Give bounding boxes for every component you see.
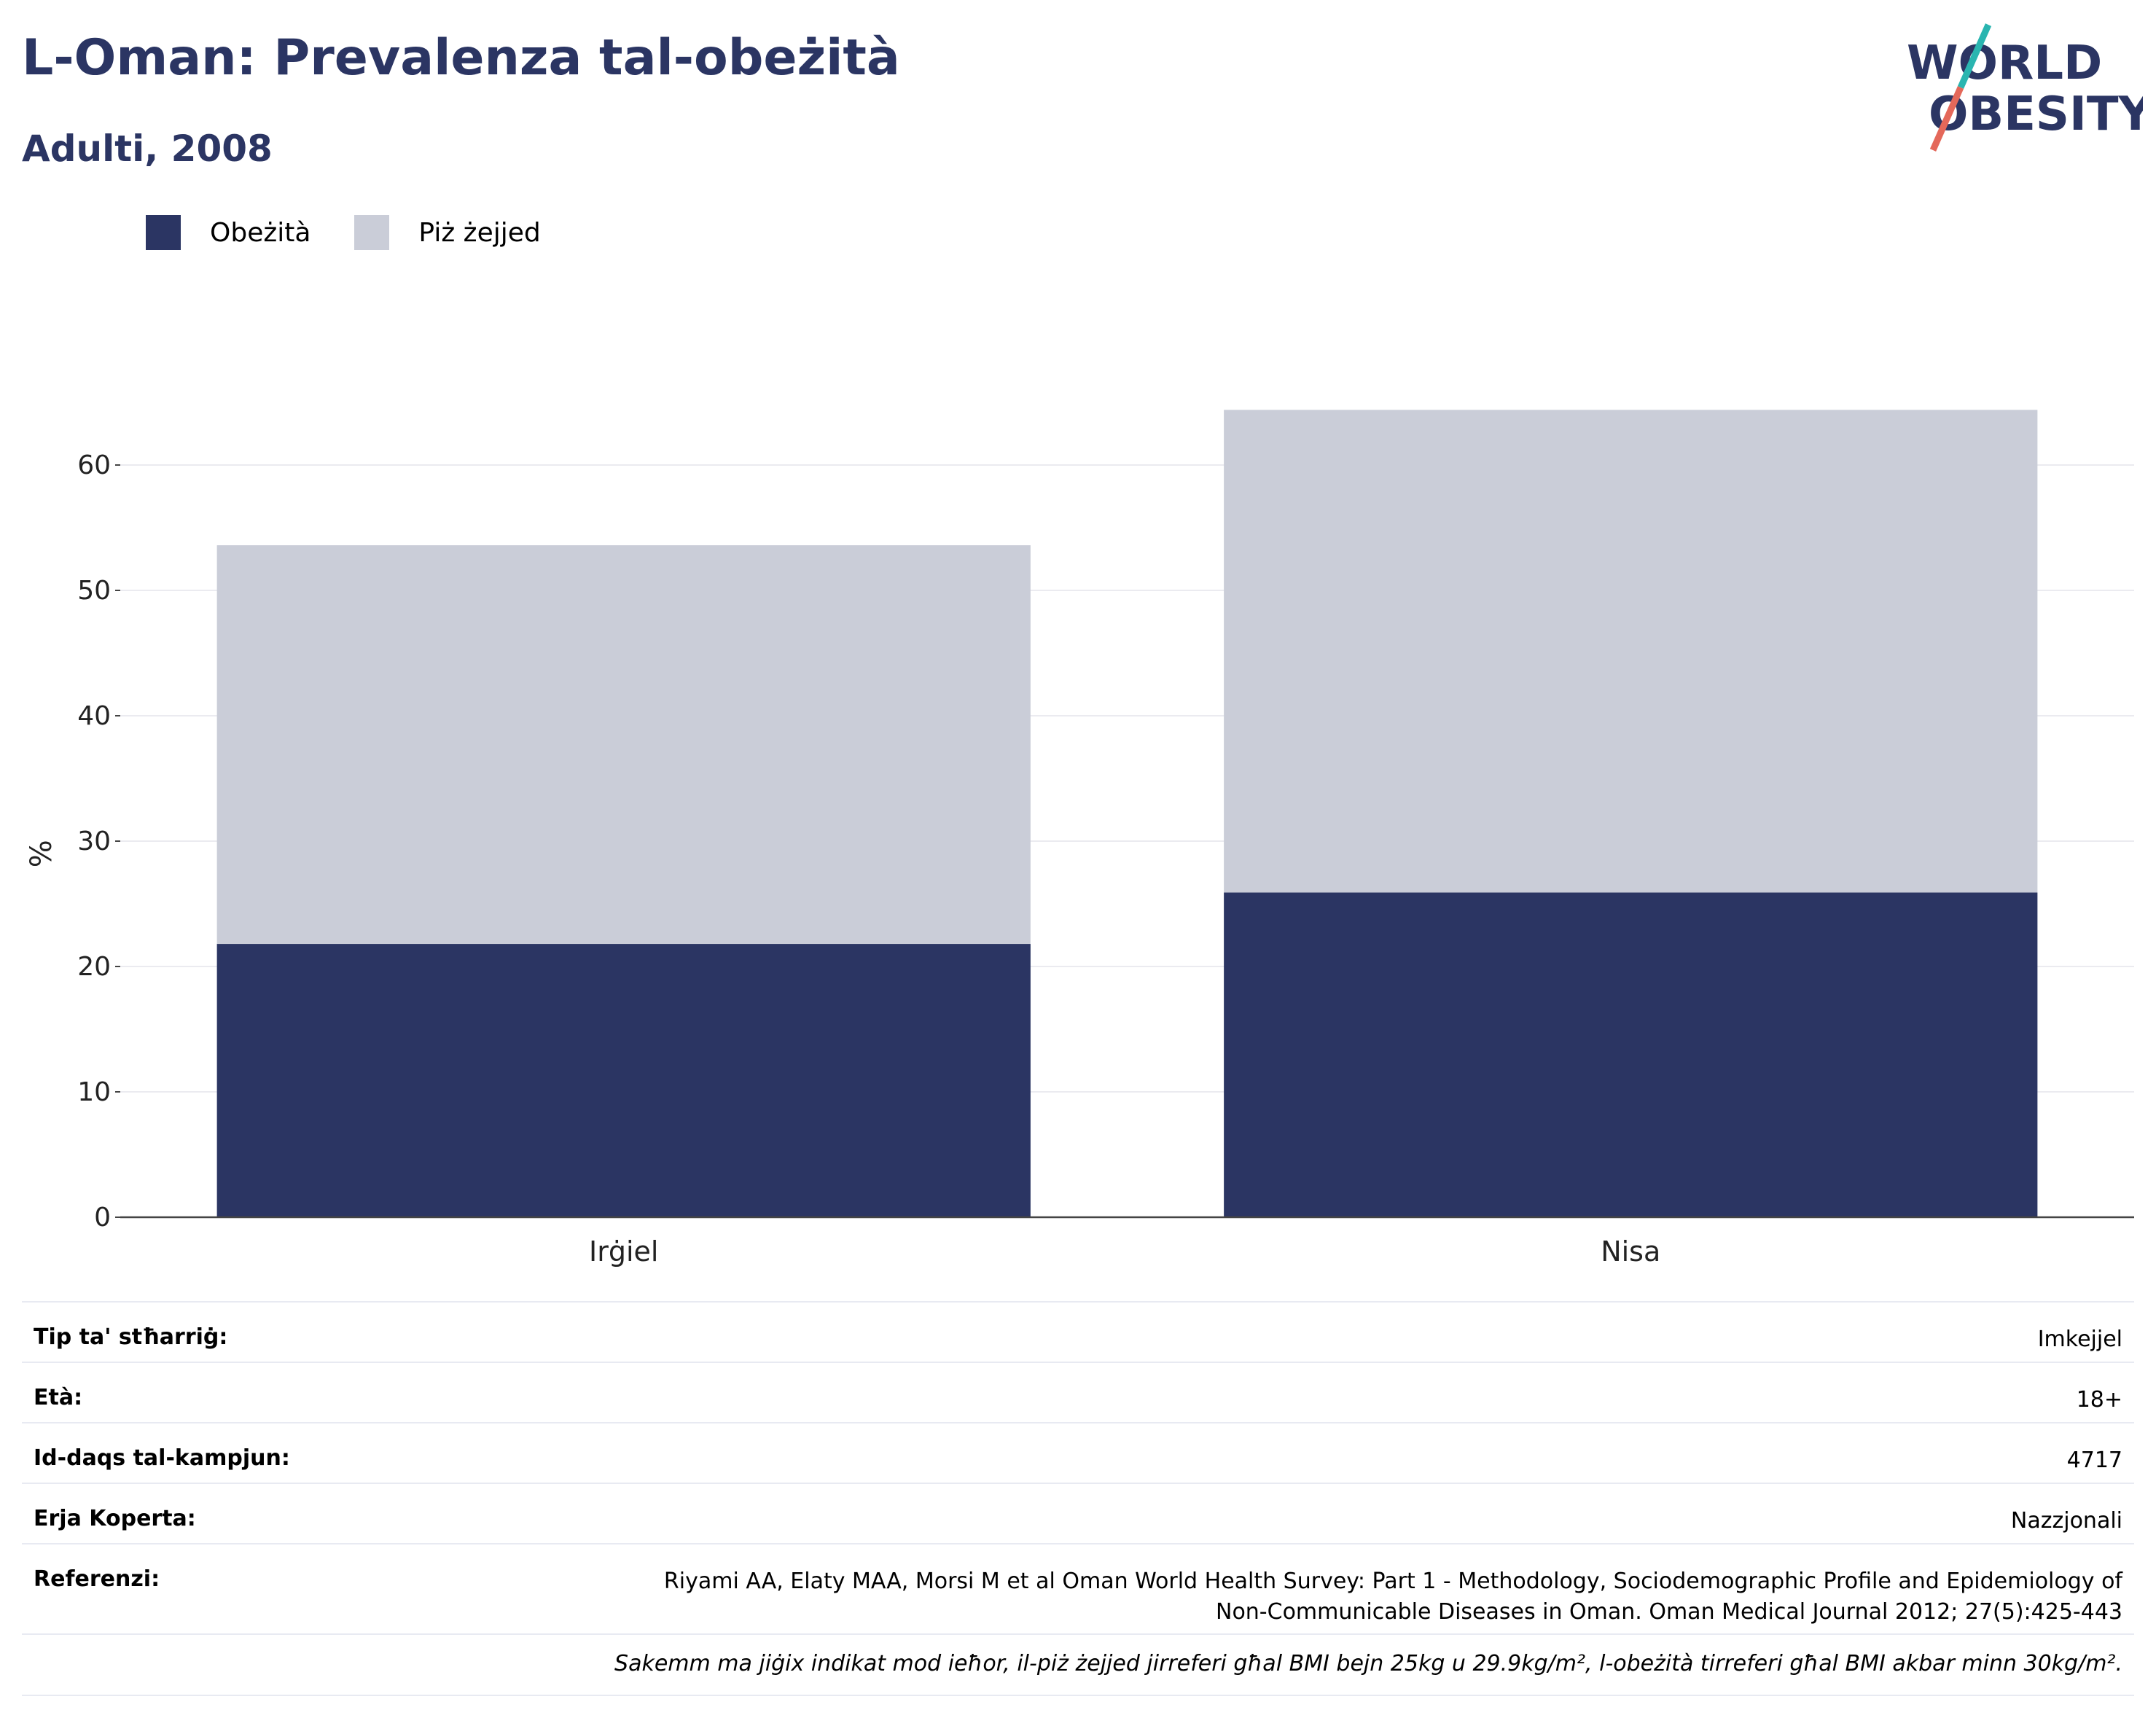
info-key: Referenzi: bbox=[22, 1543, 483, 1634]
info-row-note: Sakemm ma jiġix indikat mod ieħor, il-pi… bbox=[22, 1633, 2134, 1696]
bar-overweight-0 bbox=[216, 545, 1031, 945]
logo-slash-top bbox=[1957, 23, 1992, 89]
info-row: Erja Koperta: Nazzjonali bbox=[22, 1483, 2134, 1544]
reference-text: Riyami AA, Elaty MAA, Morsi M et al Oman… bbox=[483, 1543, 2134, 1634]
y-tick-label: 20 bbox=[77, 952, 111, 982]
info-key: Età: bbox=[22, 1362, 483, 1423]
info-value: 18+ bbox=[483, 1362, 2134, 1423]
y-tick-label: 50 bbox=[77, 576, 111, 606]
legend-item-overweight[interactable]: Piż żejjed bbox=[354, 215, 541, 250]
logo-slash-bottom bbox=[1929, 86, 1964, 152]
logo-text-obesity: OBESITY bbox=[1929, 87, 2143, 141]
info-value: Nazzjonali bbox=[483, 1483, 2134, 1544]
y-tick-label: 40 bbox=[77, 701, 111, 731]
legend-label-obesity: Obeżità bbox=[210, 217, 311, 248]
bar-overweight-1 bbox=[1224, 410, 2038, 893]
y-tick-label: 10 bbox=[77, 1077, 111, 1107]
info-row: Tip ta' stħarriġ: Imkejjel bbox=[22, 1301, 2134, 1362]
reference-line-1: Riyami AA, Elaty MAA, Morsi M et al Oman… bbox=[663, 1569, 2122, 1594]
x-tick-label: Nisa bbox=[1601, 1235, 1660, 1268]
legend-swatch-obesity bbox=[146, 215, 181, 250]
y-axis-label: % bbox=[25, 840, 58, 867]
bar-obesity-1 bbox=[1224, 892, 2038, 1217]
chart-title: L-Oman: Prevalenza tal-obeżità bbox=[22, 29, 900, 87]
info-row: Id-daqs tal-kampjun: 4717 bbox=[22, 1422, 2134, 1483]
info-row-reference: Referenzi: Riyami AA, Elaty MAA, Morsi M… bbox=[22, 1543, 2134, 1634]
chart-legend: Obeżità Piż żejjed bbox=[146, 215, 585, 250]
chart-subtitle: Adulti, 2008 bbox=[22, 128, 273, 170]
legend-item-obesity[interactable]: Obeżità bbox=[146, 215, 310, 250]
y-tick-label: 0 bbox=[94, 1203, 111, 1233]
legend-label-overweight: Piż żejjed bbox=[418, 217, 541, 248]
bar-obesity-0 bbox=[216, 944, 1031, 1217]
y-tick-label: 30 bbox=[77, 827, 111, 856]
logo-text-world: WORLD bbox=[1907, 36, 2102, 90]
survey-info-table: Tip ta' stħarriġ: Imkejjel Età: 18+ Id-d… bbox=[22, 1301, 2134, 1696]
definition-note: Sakemm ma jiġix indikat mod ieħor, il-pi… bbox=[22, 1633, 2134, 1696]
x-tick-label: Irġiel bbox=[589, 1235, 658, 1268]
info-key: Erja Koperta: bbox=[22, 1483, 483, 1544]
reference-line-2: Non-Communicable Diseases in Oman. Oman … bbox=[1216, 1599, 2122, 1625]
info-value: 4717 bbox=[483, 1422, 2134, 1483]
info-key: Id-daqs tal-kampjun: bbox=[22, 1422, 483, 1483]
legend-swatch-overweight bbox=[354, 215, 390, 250]
info-value: Imkejjel bbox=[483, 1301, 2134, 1362]
y-tick-label: 60 bbox=[77, 450, 111, 480]
world-obesity-logo: WORLD OBESITY bbox=[1907, 23, 2143, 152]
info-key: Tip ta' stħarriġ: bbox=[22, 1301, 483, 1362]
info-row: Età: 18+ bbox=[22, 1362, 2134, 1423]
stacked-bar-chart: 0 10 20 30 40 50 60% Irġiel Nisa bbox=[25, 410, 2134, 1268]
